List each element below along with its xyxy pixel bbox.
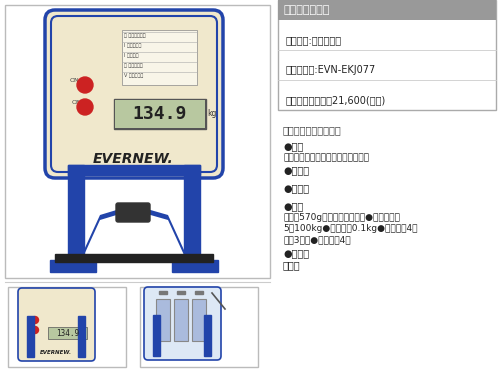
Bar: [192, 299, 206, 341]
Text: 日本製: 日本製: [283, 260, 300, 270]
Bar: [177, 291, 185, 294]
Bar: [78, 316, 85, 357]
Text: 134.9: 134.9: [133, 105, 187, 123]
Bar: [153, 315, 160, 356]
Text: ●素材: ●素材: [283, 141, 303, 151]
Bar: [27, 316, 34, 357]
Text: I 体育指針: I 体育指針: [124, 53, 138, 58]
Circle shape: [32, 326, 38, 333]
Circle shape: [77, 77, 93, 93]
FancyBboxPatch shape: [144, 287, 221, 360]
Text: 電池3本付●液晶表示4桁: 電池3本付●液晶表示4桁: [283, 235, 350, 244]
Text: 一 スポーツ振興: 一 スポーツ振興: [124, 33, 146, 38]
Text: 標準小売価格：￥21,600(税抜): 標準小売価格：￥21,600(税抜): [286, 95, 386, 105]
Text: ON/C: ON/C: [70, 78, 86, 83]
Bar: [278, 0, 496, 110]
Text: 本体：ＡＢＳ樹脂、耐力部：アルミ: 本体：ＡＢＳ樹脂、耐力部：アルミ: [283, 153, 369, 162]
PathPatch shape: [84, 205, 184, 255]
Text: メジャー・検尺ロープ: メジャー・検尺ロープ: [283, 125, 342, 135]
Text: V 正しい測定: V 正しい測定: [124, 73, 144, 78]
Text: EVERNEW.: EVERNEW.: [40, 350, 72, 355]
FancyBboxPatch shape: [45, 10, 223, 178]
Bar: [140, 287, 258, 367]
Text: ●仕様: ●仕様: [283, 201, 303, 211]
Bar: [278, 0, 496, 20]
Text: ●生産国: ●生産国: [283, 248, 309, 258]
Text: I 文部省制定: I 文部省制定: [124, 43, 142, 48]
Text: EVERNEW.: EVERNEW.: [92, 152, 174, 166]
Bar: [204, 315, 211, 356]
Bar: [5, 5, 270, 278]
Text: 自重：570g（乾電池を含む）●測定範囲：: 自重：570g（乾電池を含む）●測定範囲：: [283, 213, 400, 222]
Bar: [68, 165, 84, 260]
Text: 5～100kg●最小単位0.1kg●電源：単4乾: 5～100kg●最小単位0.1kg●電源：単4乾: [283, 224, 418, 233]
Bar: [8, 287, 126, 367]
Bar: [68, 165, 200, 175]
Bar: [122, 30, 197, 85]
Bar: [55, 254, 213, 262]
FancyBboxPatch shape: [18, 288, 95, 361]
Bar: [159, 291, 167, 294]
Bar: [172, 260, 218, 272]
Bar: [174, 299, 188, 341]
Bar: [50, 260, 96, 272]
Text: デジタル握力計: デジタル握力計: [283, 5, 330, 15]
FancyBboxPatch shape: [116, 203, 150, 222]
Text: ブランド:エバニュー: ブランド:エバニュー: [286, 35, 342, 45]
Text: 商品コード:EVN-EKJ077: 商品コード:EVN-EKJ077: [286, 65, 376, 75]
Circle shape: [77, 99, 93, 115]
Bar: [195, 291, 203, 294]
Text: 二 工工工具機: 二 工工工具機: [124, 63, 143, 68]
Text: kg: kg: [207, 110, 216, 119]
Bar: [156, 299, 170, 341]
Bar: [184, 165, 200, 260]
Circle shape: [32, 317, 38, 323]
Text: ●サイズ: ●サイズ: [283, 165, 309, 175]
Text: 134.9: 134.9: [56, 329, 79, 338]
Bar: [114, 99, 206, 129]
Bar: [115, 100, 205, 128]
Text: OFF: OFF: [72, 100, 84, 105]
Text: ●カラー: ●カラー: [283, 183, 309, 193]
Bar: [48, 327, 87, 339]
